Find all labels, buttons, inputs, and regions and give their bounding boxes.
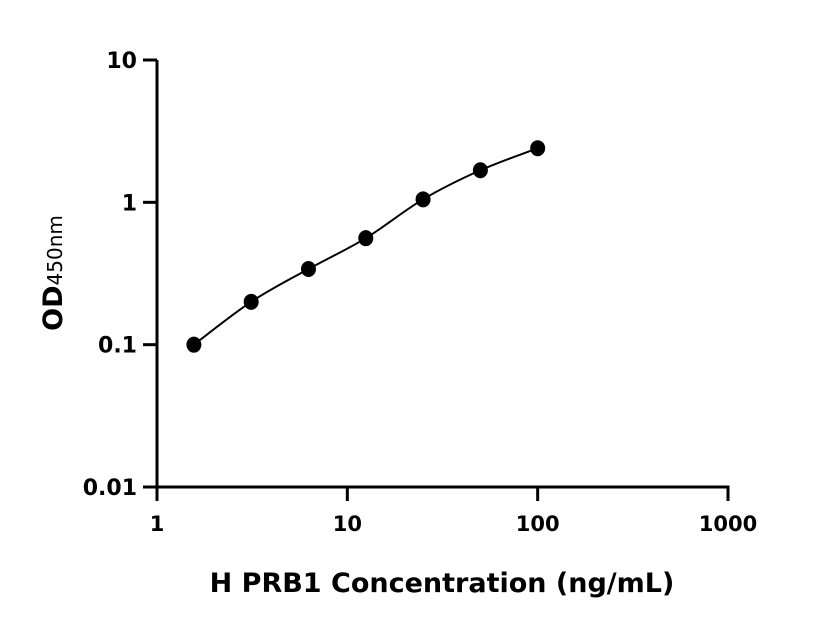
axes: 1 10 100 1000 0.01 0.1 1 10 — [83, 49, 758, 536]
x-tick-label: 100 — [516, 512, 560, 536]
data-points — [186, 140, 546, 353]
x-tick-label: 1000 — [699, 512, 757, 536]
x-tick-label: 1 — [150, 512, 165, 536]
y-axis-label: OD450nm — [38, 215, 69, 331]
y-axis-label-sub: 450nm — [43, 215, 67, 285]
x-axis-label: H PRB1 Concentration (ng/mL) — [210, 568, 675, 599]
fit-curve — [193, 147, 539, 346]
data-point — [415, 191, 431, 208]
y-tick-label: 10 — [106, 49, 137, 74]
data-point — [186, 336, 202, 353]
y-tick-label: 0.1 — [98, 334, 137, 359]
y-axis-label-main: OD — [38, 285, 69, 330]
y-tick-label: 0.01 — [83, 476, 137, 501]
data-point — [358, 230, 374, 247]
data-point — [530, 140, 546, 157]
data-point — [300, 261, 316, 278]
data-point — [243, 293, 259, 310]
data-point — [472, 162, 488, 179]
y-tick-label: 1 — [122, 191, 137, 216]
x-tick-label: 10 — [333, 512, 362, 536]
